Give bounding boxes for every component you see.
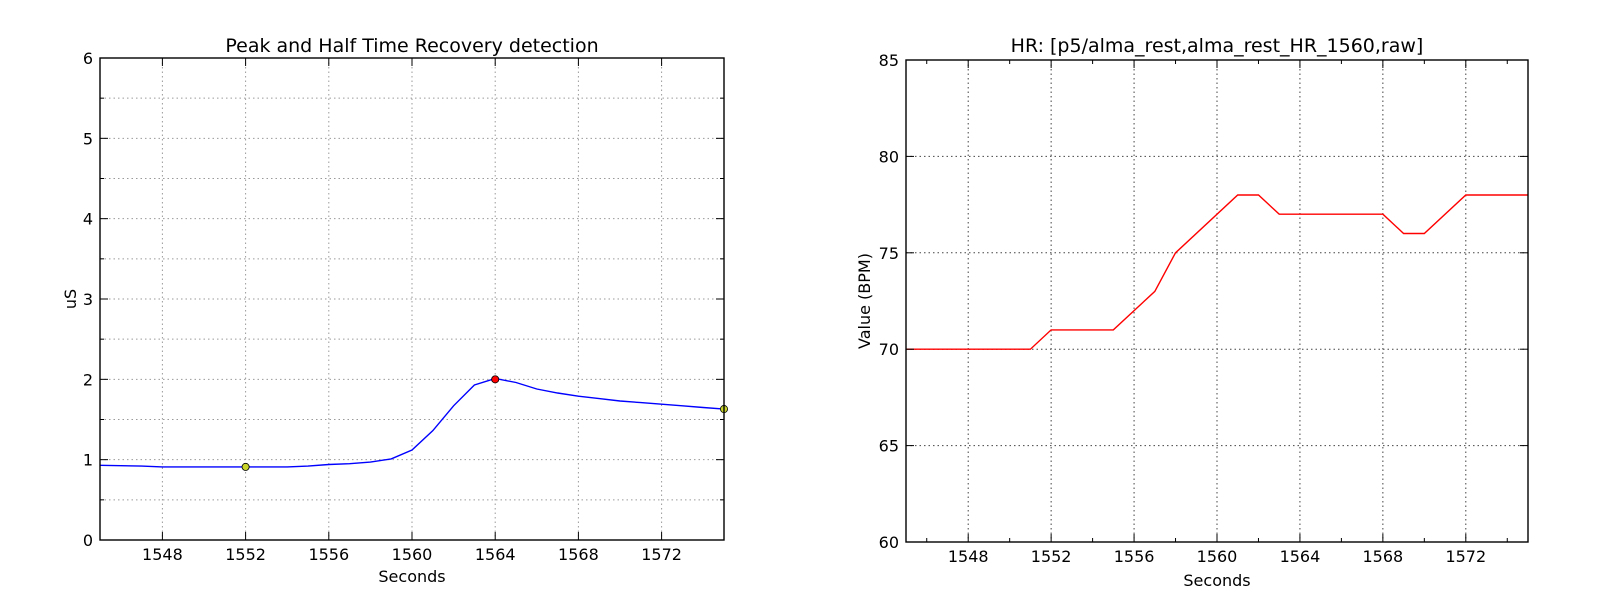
x-tick-label: 1572 bbox=[1445, 547, 1486, 566]
y-tick-label: 3 bbox=[83, 290, 93, 309]
x-axis-label: Seconds bbox=[378, 567, 445, 586]
x-tick-label: 1564 bbox=[1280, 547, 1321, 566]
x-axis-label: Seconds bbox=[1183, 571, 1250, 590]
x-tick-label: 1556 bbox=[1114, 547, 1155, 566]
grid-lines bbox=[100, 58, 724, 540]
x-tick-label: 1556 bbox=[308, 545, 349, 564]
y-tick-label: 70 bbox=[879, 340, 899, 359]
x-tick-label: 1548 bbox=[142, 545, 183, 564]
y-tick-label: 1 bbox=[83, 451, 93, 470]
series-line bbox=[99, 377, 725, 468]
y-tick-label: 85 bbox=[879, 51, 899, 70]
series-line bbox=[906, 194, 1528, 350]
chart-scl-peak: Peak and Half Time Recovery detection 15… bbox=[61, 35, 729, 586]
data-point-marker bbox=[241, 462, 250, 471]
x-tick-label: 1552 bbox=[225, 545, 266, 564]
ticks-layer: 1548 1552 1556 1560 1564 1568 1572 0 1 2 3 4 5 6 bbox=[83, 49, 724, 564]
y-tick-label: 60 bbox=[879, 533, 899, 552]
y-tick-label: 0 bbox=[83, 531, 93, 550]
y-axis-label: uS bbox=[61, 289, 80, 309]
ticks-layer: 1548 1552 1556 1560 1564 1568 1572 60 65 70 75 80 85 bbox=[879, 51, 1528, 566]
chart-heart-rate: HR: [p5/alma_rest,alma_rest_HR_1560,raw]… bbox=[855, 35, 1529, 590]
series-layer bbox=[99, 377, 725, 468]
y-tick-label: 80 bbox=[879, 147, 899, 166]
marker-layer bbox=[241, 375, 729, 471]
chart-title: HR: [p5/alma_rest,alma_rest_HR_1560,raw] bbox=[1011, 35, 1424, 57]
chart-title: Peak and Half Time Recovery detection bbox=[225, 35, 598, 57]
x-tick-label: 1572 bbox=[641, 545, 682, 564]
y-tick-label: 2 bbox=[83, 370, 93, 389]
x-tick-label: 1560 bbox=[1197, 547, 1238, 566]
x-tick-label: 1568 bbox=[558, 545, 599, 564]
x-tick-label: 1564 bbox=[475, 545, 516, 564]
x-tick-label: 1560 bbox=[392, 545, 433, 564]
x-tick-label: 1568 bbox=[1363, 547, 1404, 566]
grid-lines bbox=[906, 60, 1528, 542]
x-tick-label: 1552 bbox=[1031, 547, 1072, 566]
series-layer bbox=[906, 194, 1528, 350]
y-axis-label: Value (BPM) bbox=[855, 253, 874, 349]
data-point-marker bbox=[491, 375, 500, 384]
y-tick-label: 4 bbox=[83, 210, 93, 229]
y-tick-label: 6 bbox=[83, 49, 93, 68]
y-tick-label: 65 bbox=[879, 437, 899, 456]
y-tick-label: 75 bbox=[879, 244, 899, 263]
x-tick-label: 1548 bbox=[948, 547, 989, 566]
y-tick-label: 5 bbox=[83, 129, 93, 148]
